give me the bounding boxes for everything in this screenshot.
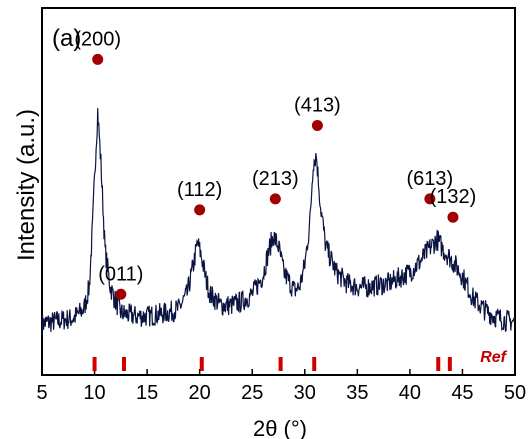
reference-bar [200, 357, 204, 371]
peak-label: (200) [74, 28, 121, 50]
x-tick-label: 40 [399, 382, 421, 404]
x-tick-label: 35 [346, 382, 368, 404]
x-tick-label: 30 [294, 382, 316, 404]
peak-label: (213) [252, 168, 299, 190]
peak-marker [194, 204, 205, 215]
x-tick-label: 25 [241, 382, 263, 404]
reference-bar [279, 357, 283, 371]
peak-marker [312, 120, 323, 131]
peak-marker [92, 54, 103, 65]
peak-marker [270, 193, 281, 204]
peak-label: (011) [98, 263, 143, 285]
x-tick-label: 10 [83, 382, 105, 404]
x-tick-label: 15 [136, 382, 158, 404]
peak-label: (112) [177, 179, 222, 201]
x-tick-label: 50 [504, 382, 526, 404]
peak-label: (132) [430, 186, 477, 208]
reference-bar [122, 357, 126, 371]
x-tick-label: 45 [451, 382, 473, 404]
x-axis-label: 2θ (°) [253, 416, 307, 439]
x-tick-label: 5 [36, 382, 47, 404]
x-tick-label: 20 [189, 382, 211, 404]
reference-bar [448, 357, 452, 371]
reference-bar [312, 357, 316, 371]
reference-bar [436, 357, 440, 371]
y-axis-label: Intensity (a.u.) [13, 109, 40, 261]
peak-label: (413) [294, 94, 341, 116]
peak-marker [115, 289, 126, 300]
reference-label: Ref [480, 349, 507, 366]
peak-marker [447, 212, 458, 223]
reference-bar [93, 357, 97, 371]
xrd-trace [42, 108, 515, 334]
